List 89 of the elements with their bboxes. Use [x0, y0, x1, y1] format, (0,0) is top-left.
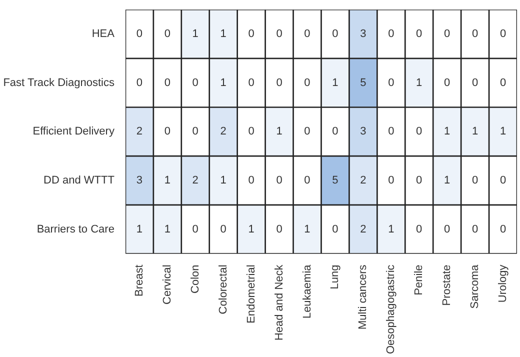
- data-label: 0: [248, 126, 254, 138]
- data-label: 3: [360, 126, 366, 138]
- data-label: 1: [416, 76, 422, 89]
- data-label: 2: [192, 174, 198, 187]
- x-tick-label: Head and Neck: [273, 264, 286, 341]
- data-label: 1: [388, 223, 394, 236]
- x-tick-label: Cervical: [161, 264, 174, 304]
- data-label: 1: [304, 223, 310, 236]
- data-label: 0: [136, 76, 142, 89]
- x-tick-label: Lung: [329, 264, 342, 290]
- data-label: 0: [248, 174, 254, 187]
- data-label: 1: [220, 28, 226, 40]
- data-label: 5: [360, 76, 366, 89]
- data-label: 0: [304, 174, 310, 187]
- data-label: 0: [304, 126, 310, 138]
- y-tick-label: Fast Track Diagnostics: [3, 76, 115, 89]
- data-label: 0: [304, 76, 310, 89]
- data-label: 0: [444, 223, 450, 236]
- data-label: 1: [332, 76, 338, 89]
- data-label: 2: [220, 126, 226, 138]
- data-label: 0: [276, 76, 282, 89]
- data-label: 0: [472, 76, 478, 89]
- x-tick-label: Penile: [413, 264, 426, 296]
- data-label: 0: [416, 174, 422, 187]
- x-tick-label: Endometrial: [245, 264, 258, 324]
- data-label: 0: [332, 223, 338, 236]
- data-label: 3: [360, 28, 366, 40]
- data-label: 0: [416, 223, 422, 236]
- data-label: 1: [444, 174, 450, 187]
- data-label: 0: [220, 223, 226, 236]
- y-tick-label: Barriers to Care: [36, 223, 114, 236]
- data-label: 1: [220, 76, 226, 89]
- data-label: 1: [444, 126, 450, 138]
- data-label: 0: [472, 223, 478, 236]
- y-tick-label: HEA: [92, 28, 116, 40]
- data-label: 1: [136, 223, 142, 236]
- data-label: 0: [332, 126, 338, 138]
- data-label: 0: [164, 126, 170, 138]
- data-label: 0: [192, 126, 198, 138]
- data-label: 1: [472, 126, 478, 138]
- data-label: 0: [248, 76, 254, 89]
- data-label: 0: [416, 126, 422, 138]
- data-label: 0: [388, 28, 394, 40]
- y-tick-label: DD and WTTT: [44, 174, 115, 187]
- data-label: 1: [164, 174, 170, 187]
- data-label: 1: [220, 174, 226, 187]
- data-label: 0: [192, 223, 198, 236]
- x-tick-label: Breast: [133, 264, 146, 297]
- data-label: 0: [276, 174, 282, 187]
- data-label: 0: [472, 28, 478, 40]
- data-label: 0: [164, 76, 170, 89]
- data-label: 0: [332, 28, 338, 40]
- x-tick-label: Urology: [497, 264, 510, 303]
- data-label: 2: [360, 223, 366, 236]
- x-tick-label: Colon: [189, 264, 202, 294]
- data-label: 0: [248, 28, 254, 40]
- data-label: 0: [164, 28, 170, 40]
- data-label: 0: [472, 174, 478, 187]
- data-label: 1: [164, 223, 170, 236]
- data-label: 0: [276, 28, 282, 40]
- data-label: 0: [500, 28, 506, 40]
- data-label: 3: [136, 174, 142, 187]
- data-label: 0: [444, 76, 450, 89]
- x-tick-label: Colorectal: [217, 264, 230, 314]
- data-label: 1: [500, 126, 506, 138]
- data-label: 0: [500, 223, 506, 236]
- x-tick-label: Leukaemia: [301, 264, 314, 319]
- data-label: 0: [192, 76, 198, 89]
- data-label: 0: [416, 28, 422, 40]
- data-label: 0: [500, 76, 506, 89]
- data-label: 0: [276, 223, 282, 236]
- data-label: 1: [248, 223, 254, 236]
- data-label: 0: [304, 28, 310, 40]
- x-tick-label: Multi cancers: [357, 264, 370, 330]
- data-label: 0: [444, 28, 450, 40]
- x-tick-label: Oesophagogastric: [385, 264, 398, 354]
- data-label: 1: [192, 28, 198, 40]
- data-label: 2: [360, 174, 366, 187]
- data-label: 0: [388, 174, 394, 187]
- data-label: 0: [388, 76, 394, 89]
- data-label: 1: [276, 126, 282, 138]
- x-tick-label: Sarcoma: [469, 264, 482, 309]
- data-label: 0: [388, 126, 394, 138]
- y-tick-label: Efficient Delivery: [32, 126, 115, 138]
- data-label: 2: [136, 126, 142, 138]
- data-label: 5: [332, 174, 338, 187]
- x-tick-label: Prostate: [441, 264, 454, 306]
- data-label: 0: [136, 28, 142, 40]
- data-label: 0: [500, 174, 506, 187]
